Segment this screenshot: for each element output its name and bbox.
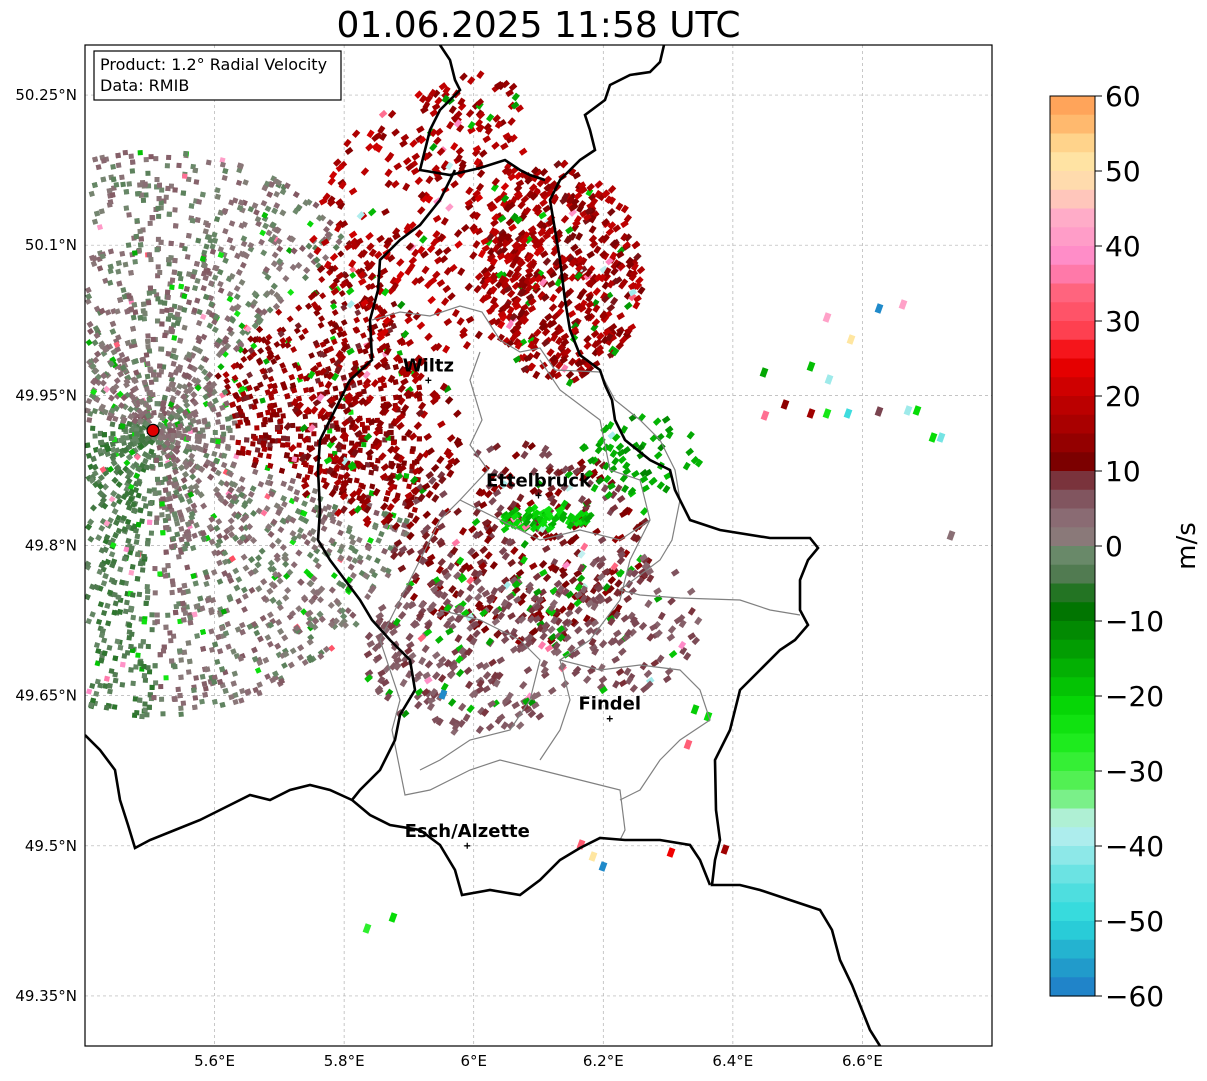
lat-tick-label: 49.8°N (25, 537, 77, 555)
borders (85, 45, 882, 1046)
national-border (548, 45, 882, 1046)
canton-boundary (459, 499, 651, 541)
lon-tick-label: 6.4°E (712, 1052, 753, 1070)
lon-tick-label: 6.2°E (583, 1052, 624, 1070)
lon-tick-label: 6°E (460, 1052, 487, 1070)
plot-border (84, 44, 993, 1047)
national-border (418, 45, 546, 182)
city-label: Wiltz (403, 355, 454, 376)
axis-ticks: 5.6°E 5.8°E 6°E 6.2°E 6.4°E 6.6°E 50.25°N 50.1°… (15, 86, 883, 1070)
national-border (85, 734, 353, 850)
city-label: Esch/Alzette (405, 821, 530, 842)
national-border (316, 169, 712, 897)
info-product: Product: 1.2° Radial Velocity (100, 55, 327, 74)
city-label: Findel (578, 694, 641, 715)
city-marker (535, 492, 542, 499)
lon-tick-label: 5.8°E (324, 1052, 365, 1070)
lat-tick-label: 49.65°N (15, 687, 77, 705)
lat-tick-label: 49.95°N (15, 386, 77, 404)
velocity-echoes (85, 70, 956, 934)
lat-tick-label: 49.35°N (15, 987, 77, 1005)
lat-tick-label: 50.1°N (25, 236, 77, 254)
canton-boundary (539, 659, 571, 761)
city-label: Ettelbruck (486, 470, 592, 491)
lon-tick-label: 5.6°E (194, 1052, 235, 1070)
city-marker (425, 377, 432, 384)
lon-tick-label: 6.6°E (842, 1052, 883, 1070)
city-marker (464, 842, 471, 849)
canton-boundary (371, 305, 801, 616)
city-marker (606, 715, 613, 722)
canton-boundary (419, 609, 541, 771)
info-box: Product: 1.2° Radial Velocity Data: RMIB (93, 50, 342, 101)
lat-tick-label: 50.25°N (15, 86, 77, 104)
city-labels: Wiltz Ettelbruck Findel Esch/Alzette (403, 355, 641, 849)
map-title: 01.06.2025 11:58 UTC (336, 5, 741, 46)
radar-site-marker (146, 423, 160, 437)
lat-tick-label: 49.5°N (25, 837, 77, 855)
canton-boundary (379, 351, 626, 841)
info-data-source: Data: RMIB (100, 76, 189, 95)
